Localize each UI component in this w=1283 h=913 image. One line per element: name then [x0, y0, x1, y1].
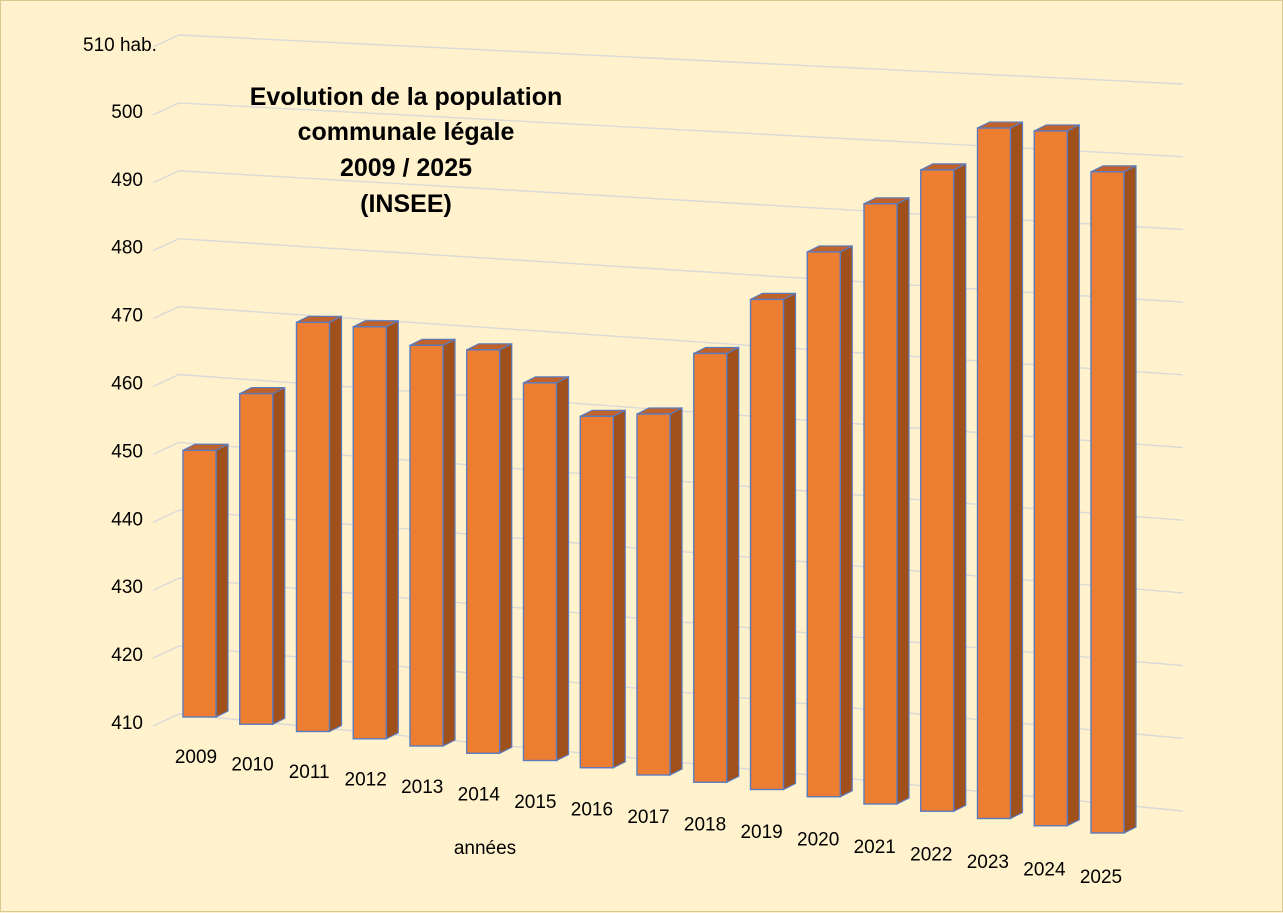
bar-2014 — [466, 342, 513, 755]
y-tick-label: 500 — [111, 102, 143, 123]
y-tick-label: 460 — [111, 374, 143, 395]
bar-2022 — [920, 162, 967, 813]
x-tick-label: 2015 — [514, 792, 556, 813]
chart-title-line-4: (INSEE) — [360, 190, 452, 218]
x-tick-label: 2018 — [684, 815, 726, 836]
y-tick-label: 450 — [111, 441, 143, 462]
y-tick-label: 470 — [111, 306, 143, 327]
x-tick-label: 2017 — [627, 807, 669, 828]
x-tick-label: 2025 — [1080, 867, 1122, 888]
bar-2019 — [749, 292, 797, 791]
bar-2021 — [863, 196, 910, 805]
x-tick-label: 2013 — [401, 777, 443, 798]
bar-2013 — [409, 338, 456, 747]
y-tick-label: 490 — [111, 170, 143, 191]
x-tick-label: 2019 — [740, 822, 782, 843]
bar-2009 — [182, 443, 229, 718]
y-unit-label: 510 hab. — [83, 35, 157, 56]
chart-title: Evolution de la population communale lég… — [250, 83, 563, 218]
bar-2025 — [1090, 164, 1137, 834]
y-tick-label: 480 — [111, 238, 143, 259]
gridlines — [152, 34, 1184, 812]
bar-2017 — [636, 407, 683, 776]
x-axis-label: années — [454, 838, 516, 859]
bar-2010 — [239, 386, 286, 726]
x-tick-label: 2010 — [231, 755, 273, 776]
y-tick-label: 410 — [111, 713, 143, 734]
bar-2023 — [976, 121, 1024, 820]
bar-2015 — [522, 375, 570, 762]
y-axis-ticks: 410 420 430 440 450 460 470 480 490 500 — [111, 102, 143, 734]
bar-2018 — [693, 346, 740, 784]
x-tick-label: 2022 — [910, 845, 952, 866]
bar-2011 — [295, 315, 343, 733]
x-tick-label: 2024 — [1023, 860, 1066, 881]
chart-title-line-3: 2009 / 2025 — [340, 154, 472, 182]
gridline — [152, 170, 1184, 231]
x-tick-label: 2016 — [571, 800, 613, 821]
bar-2020 — [806, 244, 853, 798]
x-tick-label: 2012 — [345, 770, 387, 791]
bar-2024 — [1033, 123, 1080, 827]
x-tick-label: 2020 — [797, 830, 839, 851]
y-tick-label: 430 — [111, 577, 143, 598]
y-tick-label: 440 — [111, 509, 143, 530]
gridline — [152, 237, 1184, 303]
x-tick-label: 2021 — [854, 837, 896, 858]
bar-2016 — [579, 409, 626, 769]
chart-title-line-2: communale légale — [298, 118, 515, 146]
y-tick-label: 420 — [111, 645, 143, 666]
x-tick-label: 2009 — [175, 747, 217, 768]
gridline — [152, 102, 1184, 158]
x-tick-label: 2011 — [289, 762, 330, 783]
x-axis-ticks: 2009 2010 2011 2012 2013 2014 2015 2016 2017 2018… — [175, 747, 1122, 888]
x-tick-label: 2014 — [458, 785, 501, 806]
x-tick-label: 2023 — [967, 852, 1009, 873]
gridline — [152, 34, 1184, 85]
chart-title-line-1: Evolution de la population — [250, 83, 563, 111]
bar-2012 — [352, 319, 399, 740]
bars — [182, 121, 1137, 834]
